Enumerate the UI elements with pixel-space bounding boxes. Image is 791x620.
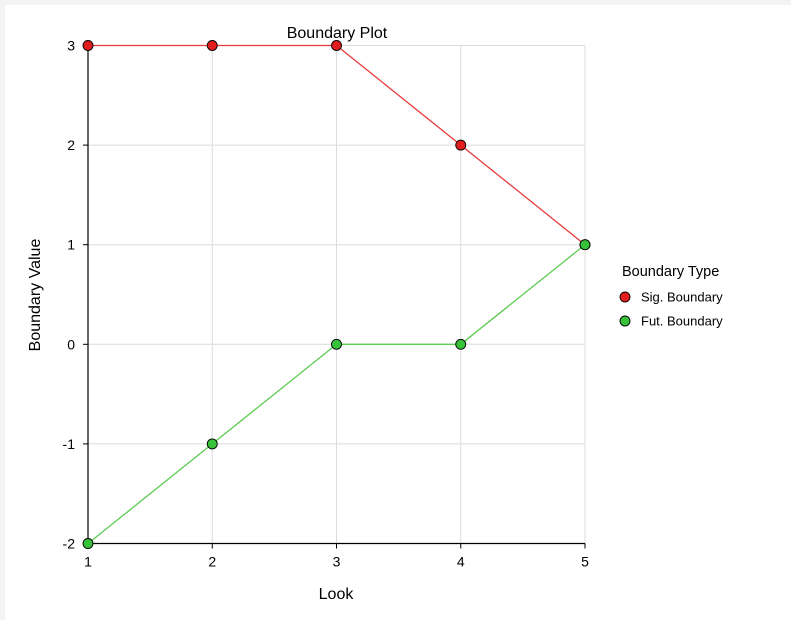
legend-items: Sig. Boundary Fut. Boundary bbox=[619, 290, 723, 329]
y-axis-title: Boundary Value bbox=[27, 239, 44, 352]
tick-labels: 1 2 3 4 5 -2 -1 0 1 2 3 bbox=[63, 38, 590, 570]
fut-boundary-point-3 bbox=[331, 338, 342, 350]
sig-boundary-point-1 bbox=[82, 40, 94, 51]
x-tick-label-1: 1 bbox=[84, 554, 92, 570]
sig-boundary-point-4 bbox=[455, 139, 467, 151]
x-tick-label-2: 2 bbox=[208, 554, 216, 570]
series-markers bbox=[82, 40, 591, 549]
sig-boundary-point-3 bbox=[331, 40, 342, 51]
grid-lines bbox=[88, 45, 586, 544]
y-tick-label-2: 2 bbox=[67, 137, 75, 153]
axes bbox=[83, 45, 586, 549]
y-tick-label-3: 3 bbox=[67, 38, 75, 54]
legend-label-fut-boundary: Fut. Boundary bbox=[641, 314, 723, 329]
x-tick-label-4: 4 bbox=[457, 554, 465, 570]
legend-label-sig-boundary: Sig. Boundary bbox=[641, 290, 723, 305]
legend: Boundary Type Sig. Boundary Fut. Boundary bbox=[619, 264, 723, 329]
y-tick-label--1: -1 bbox=[63, 436, 76, 452]
y-tick-label-0: 0 bbox=[67, 336, 75, 352]
fut-boundary-point-2 bbox=[206, 438, 218, 450]
y-tick-label-1: 1 bbox=[67, 237, 75, 253]
sig-boundary-point-2 bbox=[206, 40, 218, 51]
legend-title: Boundary Type bbox=[622, 264, 719, 280]
chart-frame bbox=[5, 5, 791, 620]
legend-marker-sig-boundary bbox=[619, 291, 631, 303]
x-tick-label-5: 5 bbox=[581, 554, 589, 570]
x-axis-title: Look bbox=[319, 586, 355, 603]
fut-boundary-point-5 bbox=[579, 239, 591, 251]
chart-title: Boundary Plot bbox=[287, 25, 388, 42]
y-tick-label--2: -2 bbox=[63, 536, 76, 552]
x-tick-label-3: 3 bbox=[333, 554, 341, 570]
fut-boundary-point-4 bbox=[455, 338, 467, 350]
legend-marker-fut-boundary bbox=[619, 315, 631, 327]
fut-boundary-point-1 bbox=[82, 538, 94, 549]
